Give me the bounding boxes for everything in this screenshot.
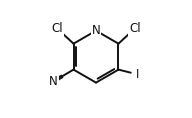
Text: N: N [92,24,100,37]
Text: Cl: Cl [51,22,63,35]
Text: Cl: Cl [129,22,141,35]
Text: I: I [136,68,139,81]
Text: N: N [49,75,58,88]
